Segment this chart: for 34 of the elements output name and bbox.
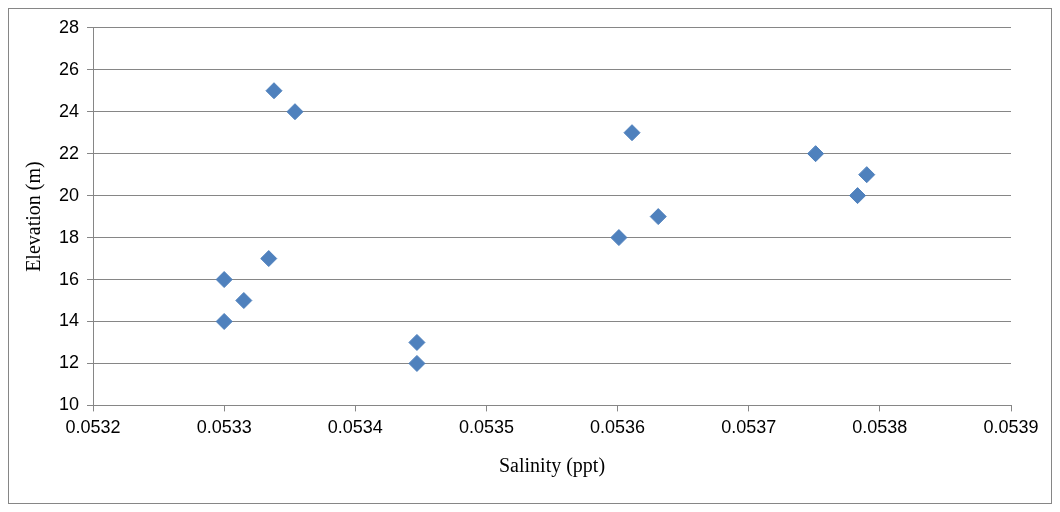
point bbox=[265, 82, 283, 100]
point bbox=[623, 124, 641, 142]
y-tick-label: 24 bbox=[58, 100, 80, 121]
y-tick-label: 10 bbox=[58, 394, 80, 415]
point bbox=[215, 271, 233, 289]
point bbox=[215, 312, 233, 330]
x-tick-label: 0.0537 bbox=[721, 417, 777, 438]
x-tick-label: 0.0533 bbox=[196, 417, 252, 438]
x-tick-label: 0.0535 bbox=[458, 417, 514, 438]
x-tick-label: 0.0539 bbox=[983, 417, 1039, 438]
point bbox=[649, 208, 667, 226]
point bbox=[610, 229, 628, 247]
x-tick-label: 0.0532 bbox=[65, 417, 121, 438]
x-tick-label: 0.0538 bbox=[852, 417, 908, 438]
point bbox=[260, 250, 278, 268]
point bbox=[286, 103, 304, 121]
y-axis-title: Elevation (m) bbox=[22, 161, 46, 272]
y-tick-label: 14 bbox=[58, 310, 80, 331]
x-tick-label: 0.0534 bbox=[327, 417, 383, 438]
point bbox=[858, 166, 876, 184]
point bbox=[807, 145, 825, 163]
y-tick-label: 28 bbox=[58, 16, 80, 37]
point bbox=[235, 292, 253, 310]
point bbox=[408, 333, 426, 351]
y-tick-label: 12 bbox=[58, 352, 80, 373]
x-axis-title: Salinity (ppt) bbox=[498, 454, 606, 478]
x-tick-label: 0.0536 bbox=[590, 417, 646, 438]
y-tick-label: 16 bbox=[58, 268, 80, 289]
y-tick-label: 18 bbox=[58, 226, 80, 247]
y-tick-label: 26 bbox=[58, 58, 80, 79]
point bbox=[408, 354, 426, 372]
point bbox=[849, 187, 867, 205]
y-tick-label: 20 bbox=[58, 184, 80, 205]
y-tick-label: 22 bbox=[58, 142, 80, 163]
